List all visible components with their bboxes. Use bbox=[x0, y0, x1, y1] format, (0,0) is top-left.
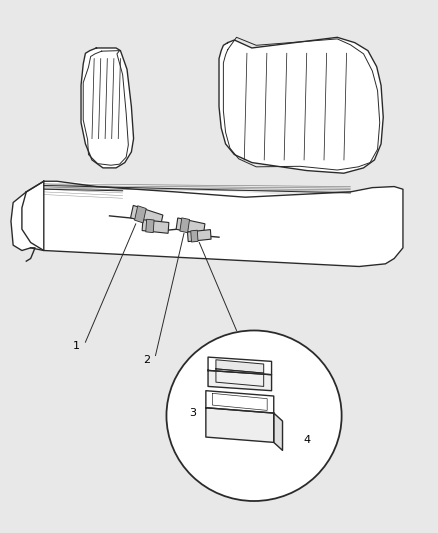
Polygon shape bbox=[187, 230, 211, 241]
Polygon shape bbox=[134, 206, 146, 223]
Polygon shape bbox=[44, 181, 403, 200]
Polygon shape bbox=[208, 370, 272, 391]
Polygon shape bbox=[81, 48, 134, 168]
Text: 2: 2 bbox=[143, 355, 150, 365]
Text: 1: 1 bbox=[73, 342, 80, 351]
Polygon shape bbox=[206, 408, 274, 442]
Polygon shape bbox=[131, 205, 163, 228]
Text: 4: 4 bbox=[303, 435, 310, 445]
Ellipse shape bbox=[166, 330, 342, 501]
Polygon shape bbox=[216, 360, 264, 373]
Polygon shape bbox=[208, 357, 272, 375]
Polygon shape bbox=[191, 230, 198, 242]
Polygon shape bbox=[22, 181, 403, 266]
Polygon shape bbox=[146, 219, 154, 232]
Polygon shape bbox=[11, 181, 44, 251]
Text: 3: 3 bbox=[189, 408, 196, 417]
Polygon shape bbox=[219, 37, 383, 173]
Polygon shape bbox=[206, 391, 274, 413]
Polygon shape bbox=[274, 413, 283, 450]
Polygon shape bbox=[142, 220, 169, 233]
Polygon shape bbox=[176, 218, 205, 235]
Polygon shape bbox=[180, 218, 190, 233]
